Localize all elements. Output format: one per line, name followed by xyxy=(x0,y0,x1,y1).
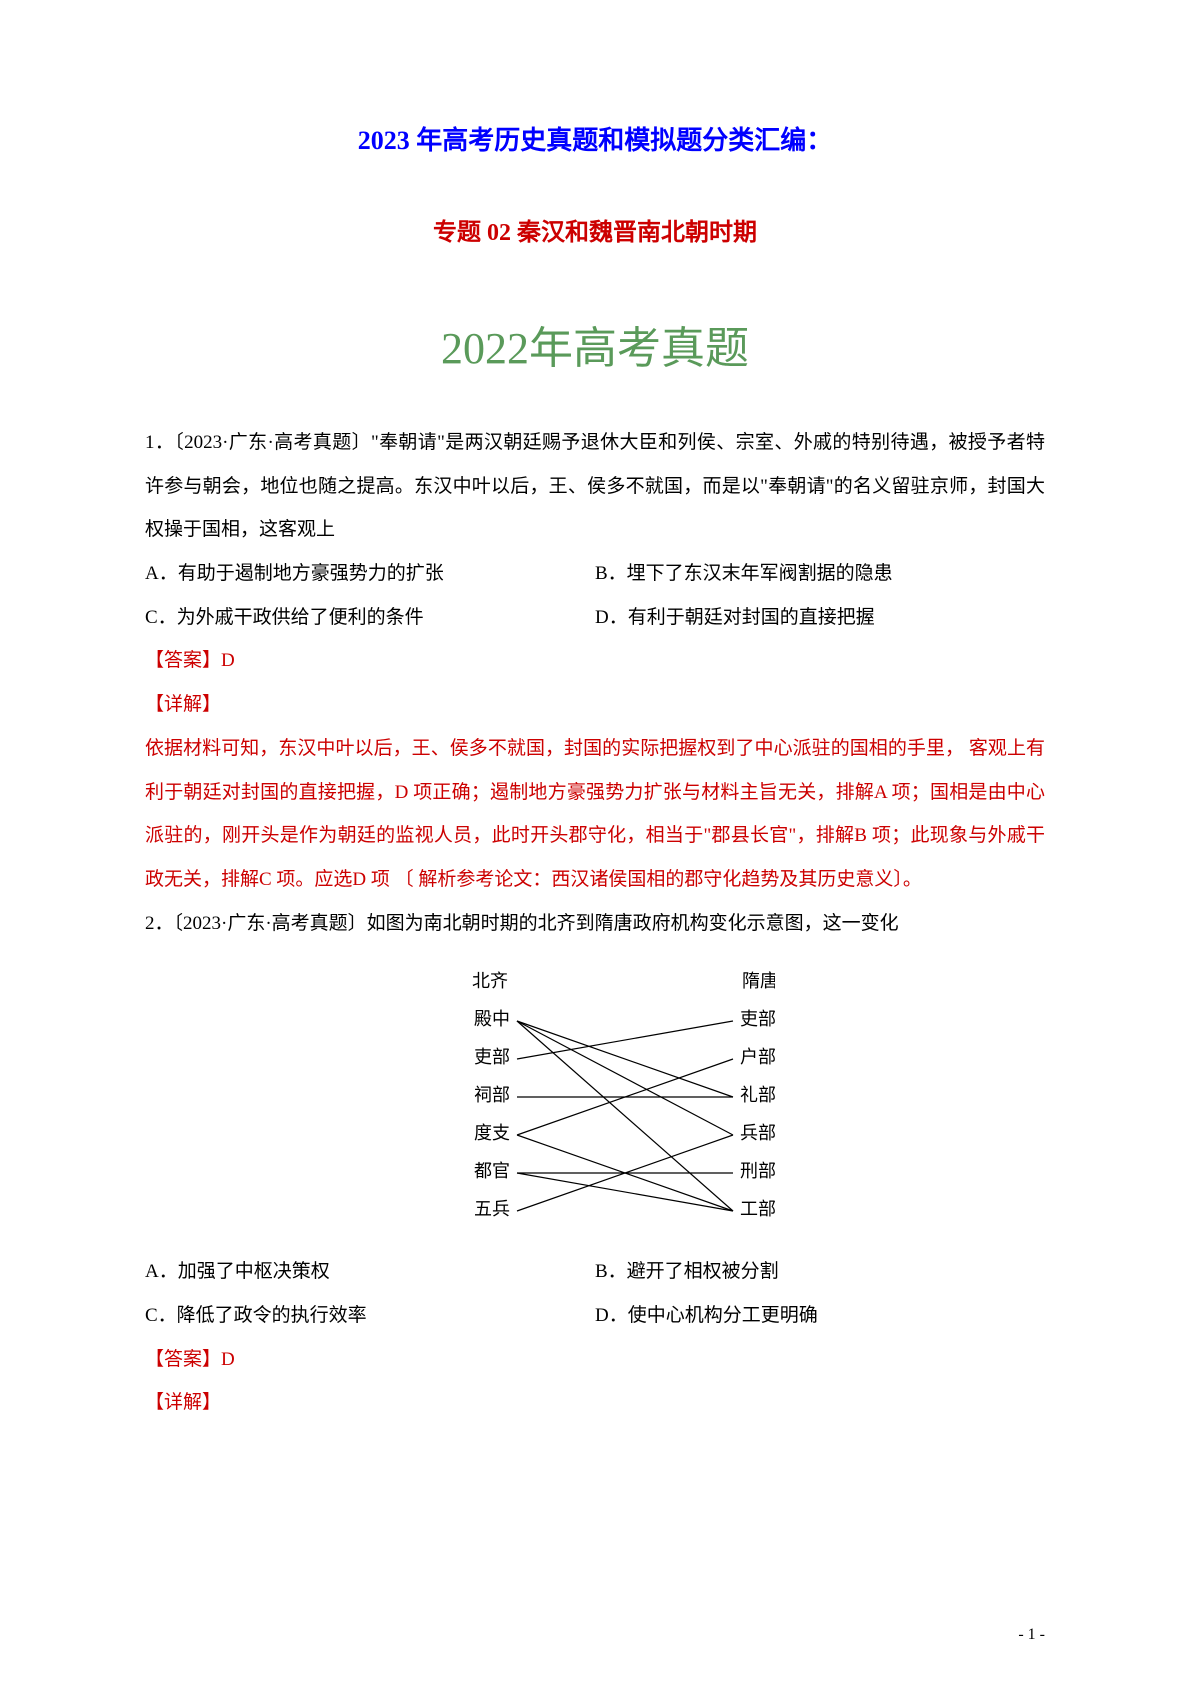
svg-text:度支: 度支 xyxy=(474,1123,510,1143)
org-diagram-svg: 北齐隋唐殿中吏部祠部度支都官五兵吏部户部礼部兵部刑部工部 xyxy=(415,955,775,1235)
q2-detail-label: 【详解】 xyxy=(145,1381,1045,1425)
q1-explanation: 依据材料可知，东汉中叶以后，王、侯多不就国，封国的实际把握权到了中心派驻的国相的… xyxy=(145,738,1045,890)
org-diagram: 北齐隋唐殿中吏部祠部度支都官五兵吏部户部礼部兵部刑部工部 xyxy=(145,955,1045,1240)
q1-options-row2: C．为外戚干政供给了便利的条件 D．有利于朝廷对封国的直接把握 xyxy=(145,596,1045,640)
q2-option-b: B．避开了相权被分割 xyxy=(595,1250,1045,1294)
q1-option-a: A．有助于遏制地方豪强势力的扩张 xyxy=(145,552,595,596)
q2-options-row1: A．加强了中枢决策权 B．避开了相权被分割 xyxy=(145,1250,1045,1294)
q2-intro: 2．〔2023·广东·高考真题〕如图为南北朝时期的北齐到隋唐政府机构变化示意图，… xyxy=(145,902,1045,946)
q2-answer: 【答案】D xyxy=(145,1338,1045,1382)
svg-text:吏部: 吏部 xyxy=(740,1009,775,1029)
section-title: 2022年高考真题 xyxy=(145,312,1045,376)
q2-option-d: D．使中心机构分工更明确 xyxy=(595,1294,1045,1338)
svg-text:殿中: 殿中 xyxy=(474,1009,510,1029)
svg-text:北齐: 北齐 xyxy=(472,971,508,991)
svg-text:兵部: 兵部 xyxy=(740,1123,775,1143)
main-title: 2023 年高考历史真题和模拟题分类汇编： xyxy=(145,120,1045,157)
svg-text:刑部: 刑部 xyxy=(740,1161,775,1181)
svg-text:吏部: 吏部 xyxy=(474,1047,510,1067)
svg-text:礼部: 礼部 xyxy=(740,1085,775,1105)
sub-title: 专题 02 秦汉和魏晋南北朝时期 xyxy=(145,212,1045,247)
q1-option-b: B．埋下了东汉末年军阀割据的隐患 xyxy=(595,552,1045,596)
svg-text:隋唐: 隋唐 xyxy=(742,971,775,991)
q1-option-c: C．为外戚干政供给了便利的条件 xyxy=(145,596,595,640)
svg-text:五兵: 五兵 xyxy=(474,1199,510,1219)
q2-option-a: A．加强了中枢决策权 xyxy=(145,1250,595,1294)
page-number: - 1 - xyxy=(1018,1626,1045,1644)
svg-text:户部: 户部 xyxy=(740,1047,775,1067)
svg-text:祠部: 祠部 xyxy=(474,1085,510,1105)
svg-text:都官: 都官 xyxy=(474,1161,510,1181)
q1-option-d: D．有利于朝廷对封国的直接把握 xyxy=(595,596,1045,640)
svg-text:工部: 工部 xyxy=(740,1199,775,1219)
q1-text: 1．〔2023·广东·高考真题〕"奉朝请"是两汉朝廷赐予退休大臣和列侯、宗室、外… xyxy=(145,421,1045,552)
q1-detail-label: 【详解】 xyxy=(145,683,1045,727)
q1-options-row1: A．有助于遏制地方豪强势力的扩张 B．埋下了东汉末年军阀割据的隐患 xyxy=(145,552,1045,596)
q1-answer: 【答案】D xyxy=(145,639,1045,683)
q2-option-c: C．降低了政令的执行效率 xyxy=(145,1294,595,1338)
q2-options-row2: C．降低了政令的执行效率 D．使中心机构分工更明确 xyxy=(145,1294,1045,1338)
q1-explanation-mixed: 依据材料可知，东汉中叶以后，王、侯多不就国，封国的实际把握权到了中心派驻的国相的… xyxy=(145,727,1045,902)
